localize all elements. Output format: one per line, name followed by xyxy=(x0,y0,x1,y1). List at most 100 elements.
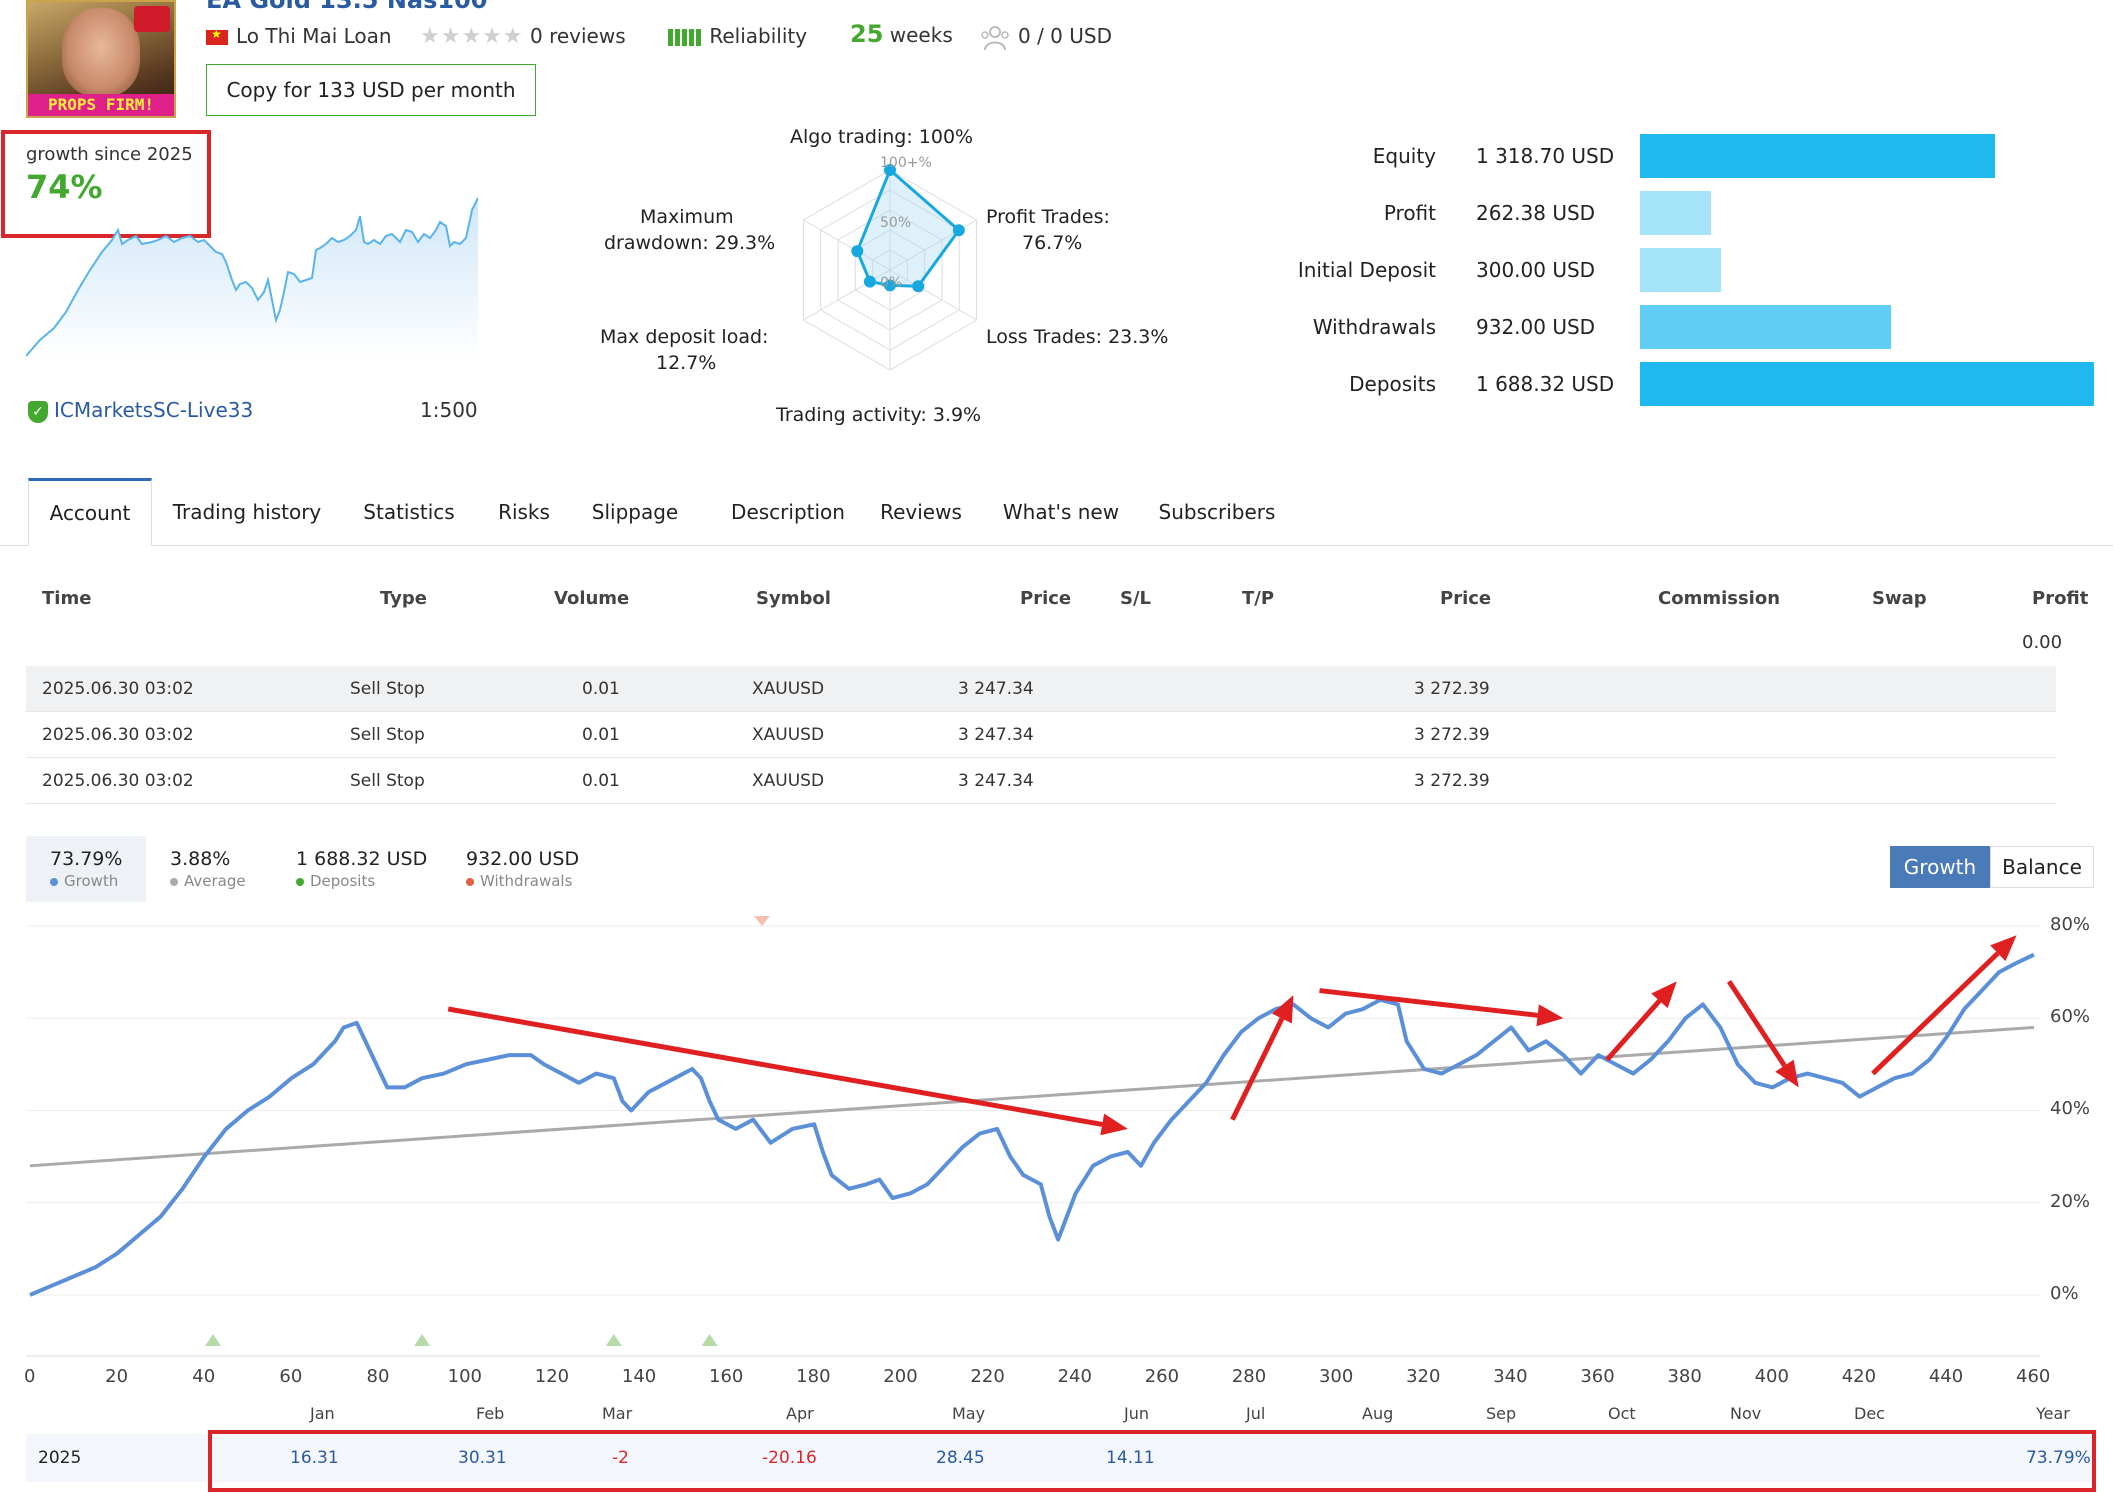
column-header: S/L xyxy=(1120,588,1152,609)
average-trend-line xyxy=(29,1025,2035,1168)
radar-label-profit-value: 76.7% xyxy=(1022,232,1083,254)
annotation-arrow-head-icon xyxy=(1990,935,2017,962)
month-label: Nov xyxy=(1730,1404,1762,1423)
stat-value: 73.79% xyxy=(50,848,123,870)
tab-risks[interactable]: Risks xyxy=(498,500,550,524)
server-name[interactable]: ICMarketsSC-Live33 xyxy=(54,398,254,422)
server-link[interactable]: ✓ ICMarketsSC-Live33 xyxy=(28,398,253,423)
verified-shield-icon: ✓ xyxy=(28,400,48,423)
column-header: T/P xyxy=(1242,588,1275,609)
tab-statistics[interactable]: Statistics xyxy=(363,500,455,524)
stat-label: Average xyxy=(170,872,246,890)
table-cell: 3 247.34 xyxy=(958,771,1034,791)
author[interactable]: Lo Thi Mai Loan xyxy=(206,24,392,48)
reliability-bars-icon xyxy=(668,24,703,48)
month-label: Oct xyxy=(1608,1404,1636,1423)
table-row[interactable] xyxy=(26,712,2056,758)
x-tick-label: 140 xyxy=(621,1366,657,1387)
balance-label: Deposits xyxy=(1349,372,1436,396)
table-cell: 3 247.34 xyxy=(958,725,1034,745)
table-row[interactable] xyxy=(26,666,2056,712)
month-label: Jun xyxy=(1124,1404,1149,1423)
table-cell: Sell Stop xyxy=(350,725,425,745)
column-header: Price xyxy=(1440,588,1492,609)
balance-bar xyxy=(1640,362,2094,406)
x-tick-label: 360 xyxy=(1580,1366,1615,1387)
annotation-arrow-head-icon xyxy=(1100,1113,1128,1136)
annotation-arrow xyxy=(1230,1017,1285,1121)
x-tick-label: 120 xyxy=(534,1366,570,1387)
y-tick-label: 60% xyxy=(2050,1006,2091,1028)
reliability[interactable]: Reliability xyxy=(668,24,807,48)
subscribers-icon xyxy=(981,25,1009,50)
avatar-badge-icon xyxy=(134,6,170,32)
tab-description[interactable]: Description xyxy=(731,500,845,524)
radar-point xyxy=(952,224,965,237)
balance-bar xyxy=(1640,191,1711,235)
weeks-number: 25 xyxy=(850,20,884,48)
avatar[interactable]: PROPS FIRM! xyxy=(26,0,176,118)
tab-account[interactable]: Account xyxy=(28,478,152,546)
annotation-arrow xyxy=(1726,979,1787,1068)
annotation-arrow xyxy=(447,1006,1103,1127)
table-cell: 2025.06.30 03:02 xyxy=(42,679,194,699)
radar-point xyxy=(851,245,864,258)
deposit-marker-icon xyxy=(605,1334,622,1346)
radar-label-profit: Profit Trades: xyxy=(986,206,1110,228)
author-name[interactable]: Lo Thi Mai Loan xyxy=(236,24,392,48)
legend-dot-icon xyxy=(50,877,58,886)
copy-signal-button[interactable]: Copy for 133 USD per month xyxy=(206,64,536,116)
year-total: 73.79% xyxy=(2026,1448,2091,1468)
annotation-arrow-head-icon xyxy=(1775,1059,1799,1088)
legend-dot-icon xyxy=(466,877,474,886)
monthly-return-value: -20.16 xyxy=(762,1448,817,1468)
signal-title[interactable]: EA Gold 13.5 Nas100 xyxy=(206,0,488,14)
table-row[interactable] xyxy=(26,758,2056,804)
monthly-return-value: 16.31 xyxy=(290,1448,339,1468)
radar-label-load-value: 12.7% xyxy=(656,352,717,374)
radar-label-algo: Algo trading: 100% xyxy=(790,126,974,148)
radar-label-activity: Trading activity: 3.9% xyxy=(776,404,982,426)
radar-label-load: Max deposit load: xyxy=(600,326,769,348)
tab-reviews[interactable]: Reviews xyxy=(880,500,962,524)
annotation-arrow-head-icon xyxy=(1272,995,1294,1024)
month-label: Jan xyxy=(310,1404,335,1423)
leverage: 1:500 xyxy=(420,398,478,422)
monthly-return-value: -2 xyxy=(612,1448,629,1468)
table-cell: 3 247.34 xyxy=(958,679,1034,699)
x-tick-label: 160 xyxy=(709,1366,744,1387)
reviews-count[interactable]: 0 reviews xyxy=(529,24,626,48)
annotation-arrow xyxy=(1319,988,1538,1018)
growth-chart xyxy=(26,916,2040,1357)
growth-toggle-button[interactable]: Growth xyxy=(1890,846,1990,888)
table-cell: XAUUSD xyxy=(752,725,825,745)
column-header: Type xyxy=(380,588,427,609)
table-cell: 0.01 xyxy=(582,679,620,699)
rating-stars-icon: ★★★★★ xyxy=(420,24,524,49)
table-cell: Sell Stop xyxy=(350,771,425,791)
tab-bar: Account Trading history Statistics Risks Sli… xyxy=(0,478,2113,546)
weeks-label: weeks xyxy=(889,23,953,47)
growth-highlight-box xyxy=(1,130,211,238)
balance-toggle-button[interactable]: Balance xyxy=(1990,846,2094,888)
tab-subscribers[interactable]: Subscribers xyxy=(1158,500,1276,524)
table-cell: XAUUSD xyxy=(752,679,825,699)
stat-label-text: Deposits xyxy=(310,872,376,890)
reviews[interactable]: ★★★★★ 0 reviews xyxy=(420,24,626,49)
column-header: Swap xyxy=(1872,588,1927,609)
balance-value: 1 318.70 USD xyxy=(1476,144,1615,168)
month-label: Feb xyxy=(476,1404,505,1423)
annotation-arrow-head-icon xyxy=(1651,981,1677,1009)
radar-ring-label-0: 0% xyxy=(880,275,902,291)
stat-label-text: Average xyxy=(184,872,246,890)
tab-what-s-new[interactable]: What's new xyxy=(1002,500,1120,524)
balance-value: 1 688.32 USD xyxy=(1476,372,1615,396)
x-tick-label: 0 xyxy=(24,1366,36,1387)
month-label: Dec xyxy=(1854,1404,1885,1423)
x-tick-label: 260 xyxy=(1144,1366,1180,1387)
table-cell: 2025.06.30 03:02 xyxy=(42,771,194,791)
balance-bar xyxy=(1640,305,1891,349)
tab-trading-history[interactable]: Trading history xyxy=(172,500,322,524)
x-tick-label: 460 xyxy=(2016,1366,2051,1387)
tab-slippage[interactable]: Slippage xyxy=(591,500,679,524)
